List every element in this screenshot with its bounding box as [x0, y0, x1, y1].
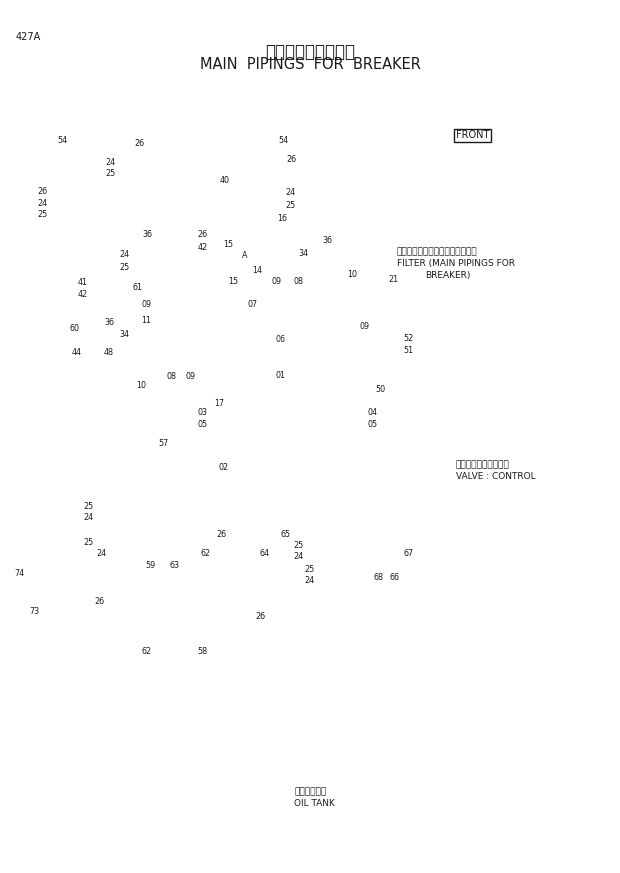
Text: 09: 09: [185, 372, 195, 381]
Text: 09: 09: [141, 300, 151, 309]
Text: 09: 09: [360, 322, 370, 331]
Text: 34: 34: [120, 330, 130, 339]
Text: 50: 50: [376, 385, 386, 394]
Text: 06: 06: [276, 335, 286, 344]
Text: 08: 08: [167, 372, 177, 381]
Text: 25: 25: [84, 538, 94, 546]
Text: 10: 10: [347, 270, 357, 278]
Text: 24: 24: [37, 199, 47, 208]
Text: 36: 36: [322, 237, 332, 245]
Text: MAIN  PIPINGS  FOR  BREAKER: MAIN PIPINGS FOR BREAKER: [200, 57, 420, 72]
Text: 01: 01: [275, 371, 285, 380]
Text: 66: 66: [389, 573, 399, 581]
Text: 24: 24: [105, 158, 115, 167]
Text: 02: 02: [218, 463, 228, 471]
Text: 25: 25: [105, 169, 115, 178]
Text: 11: 11: [141, 316, 151, 325]
Text: 42: 42: [78, 290, 87, 299]
Text: 07: 07: [248, 300, 258, 309]
Text: 16: 16: [277, 214, 287, 223]
Text: 25: 25: [37, 210, 47, 219]
Text: 65: 65: [281, 530, 291, 539]
Text: 60: 60: [69, 324, 79, 333]
Text: 26: 26: [216, 530, 226, 539]
Text: FRONT: FRONT: [456, 130, 489, 141]
Text: 62: 62: [142, 647, 152, 656]
Text: 25: 25: [304, 565, 314, 574]
Text: 67: 67: [404, 549, 414, 558]
Text: 36: 36: [142, 230, 152, 239]
Text: 09: 09: [272, 278, 281, 286]
Text: 17: 17: [214, 399, 224, 408]
Text: 36: 36: [104, 318, 114, 327]
Text: 73: 73: [30, 607, 40, 615]
Text: 08: 08: [293, 278, 303, 286]
Text: 24: 24: [304, 576, 314, 585]
Text: 05: 05: [198, 420, 208, 429]
Text: 15: 15: [228, 278, 238, 286]
Text: 427A: 427A: [16, 32, 41, 42]
Text: OIL TANK: OIL TANK: [294, 799, 335, 808]
Text: 21: 21: [389, 275, 399, 284]
Text: 26: 26: [286, 155, 296, 164]
Text: 26: 26: [37, 187, 47, 196]
Text: 26: 26: [198, 230, 208, 239]
Text: 40: 40: [219, 176, 229, 185]
Text: 63: 63: [169, 561, 179, 570]
Text: 42: 42: [198, 243, 208, 251]
Text: フィルタ（ブレーカ用本体配管）: フィルタ（ブレーカ用本体配管）: [397, 247, 477, 256]
Text: 15: 15: [223, 240, 233, 249]
Text: バルブ：コントロール: バルブ：コントロール: [456, 460, 510, 469]
Text: オイルタンク: オイルタンク: [294, 787, 327, 796]
Text: 24: 24: [294, 553, 304, 561]
Text: 24: 24: [84, 513, 94, 522]
Text: 25: 25: [285, 201, 295, 210]
Text: 41: 41: [78, 278, 87, 287]
Text: 74: 74: [14, 569, 24, 578]
Text: 48: 48: [104, 348, 114, 357]
Text: 57: 57: [158, 439, 168, 448]
Text: 04: 04: [368, 409, 378, 417]
Text: 25: 25: [84, 502, 94, 511]
Text: 54: 54: [57, 136, 67, 145]
Text: FILTER (MAIN PIPINGS FOR: FILTER (MAIN PIPINGS FOR: [397, 259, 515, 268]
Text: 34: 34: [299, 249, 309, 258]
Text: 64: 64: [259, 549, 269, 558]
Text: 26: 26: [255, 612, 265, 621]
Text: 44: 44: [71, 348, 81, 357]
Text: 24: 24: [96, 549, 106, 558]
Text: 24: 24: [285, 189, 295, 197]
Text: 14: 14: [252, 266, 262, 275]
Text: VALVE : CONTROL: VALVE : CONTROL: [456, 472, 535, 481]
Text: 62: 62: [200, 549, 210, 558]
Text: 05: 05: [368, 420, 378, 429]
Text: 24: 24: [119, 251, 129, 259]
Text: A: A: [242, 251, 247, 260]
Text: 03: 03: [198, 409, 208, 417]
Text: 58: 58: [197, 647, 207, 656]
Text: 25: 25: [294, 541, 304, 550]
Text: 52: 52: [404, 334, 414, 343]
Text: 59: 59: [145, 561, 155, 570]
Text: ブレーカ用本体配管: ブレーカ用本体配管: [265, 43, 355, 61]
Text: 10: 10: [136, 382, 146, 390]
Text: 25: 25: [119, 263, 129, 272]
Text: 51: 51: [404, 347, 414, 355]
Text: 61: 61: [133, 283, 143, 292]
Text: 54: 54: [278, 136, 288, 145]
Text: 26: 26: [135, 139, 144, 148]
Text: 26: 26: [94, 597, 104, 606]
Text: BREAKER): BREAKER): [425, 272, 470, 280]
Text: 68: 68: [374, 573, 384, 581]
